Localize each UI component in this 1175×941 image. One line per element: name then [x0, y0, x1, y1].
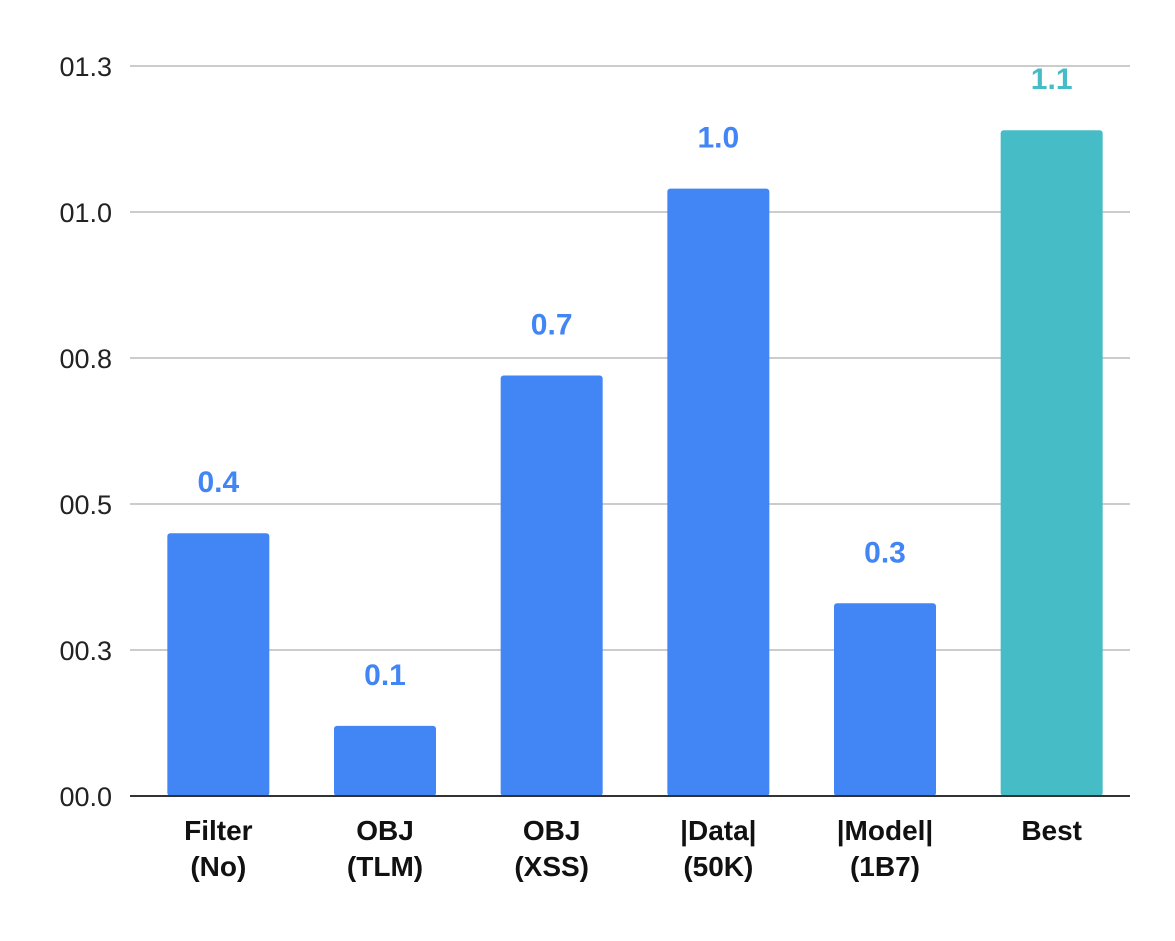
value-label-1: 0.1 [364, 659, 406, 692]
category-label-4: |Model| (1B7) [837, 815, 934, 882]
y-tick-label-1: 00.3 [59, 636, 112, 666]
value-label-5: 1.1 [1031, 63, 1073, 96]
category-label-4-line-0: |Model| [837, 815, 934, 846]
bar-2 [501, 376, 603, 796]
category-label-5-line-0: Best [1021, 815, 1082, 846]
y-axis-tick-labels: 00.0 00.3 00.5 00.8 01.0 01.3 [59, 52, 112, 812]
grid-lines [130, 66, 1130, 650]
value-label-4: 0.3 [864, 536, 906, 569]
category-label-0-line-1: (No) [190, 851, 246, 882]
bars [167, 130, 1102, 796]
category-label-1-line-0: OBJ [356, 815, 414, 846]
value-label-3: 1.0 [697, 122, 739, 155]
category-label-3-line-1: (50K) [683, 851, 753, 882]
category-label-1-line-1: (TLM) [347, 851, 423, 882]
category-label-0-line-0: Filter [184, 815, 253, 846]
category-label-2: OBJ (XSS) [514, 815, 589, 882]
category-label-0: Filter (No) [184, 815, 253, 882]
bar-5 [1001, 130, 1103, 796]
category-label-2-line-1: (XSS) [514, 851, 589, 882]
category-label-2-line-0: OBJ [523, 815, 581, 846]
y-tick-label-0: 00.0 [59, 782, 112, 812]
bar-3 [667, 189, 769, 796]
bar-4 [834, 603, 936, 796]
bar-1 [334, 726, 436, 796]
value-label-0: 0.4 [197, 466, 239, 499]
bar-0 [167, 533, 269, 796]
value-label-2: 0.7 [531, 309, 573, 342]
value-labels: 0.4 0.1 0.7 1.0 0.3 1.1 [197, 63, 1072, 692]
x-axis-category-labels: Filter (No) OBJ (TLM) OBJ (XSS) |Data| (50K) |Mo… [184, 815, 1082, 882]
y-tick-label-2: 00.5 [59, 490, 112, 520]
y-tick-label-5: 01.3 [59, 52, 112, 82]
category-label-3-line-0: |Data| [680, 815, 756, 846]
category-label-1: OBJ (TLM) [347, 815, 423, 882]
y-tick-label-3: 00.8 [59, 344, 112, 374]
category-label-3: |Data| (50K) [680, 815, 756, 882]
category-label-5: Best [1021, 815, 1082, 846]
category-label-4-line-1: (1B7) [850, 851, 920, 882]
y-tick-label-4: 01.0 [59, 198, 112, 228]
